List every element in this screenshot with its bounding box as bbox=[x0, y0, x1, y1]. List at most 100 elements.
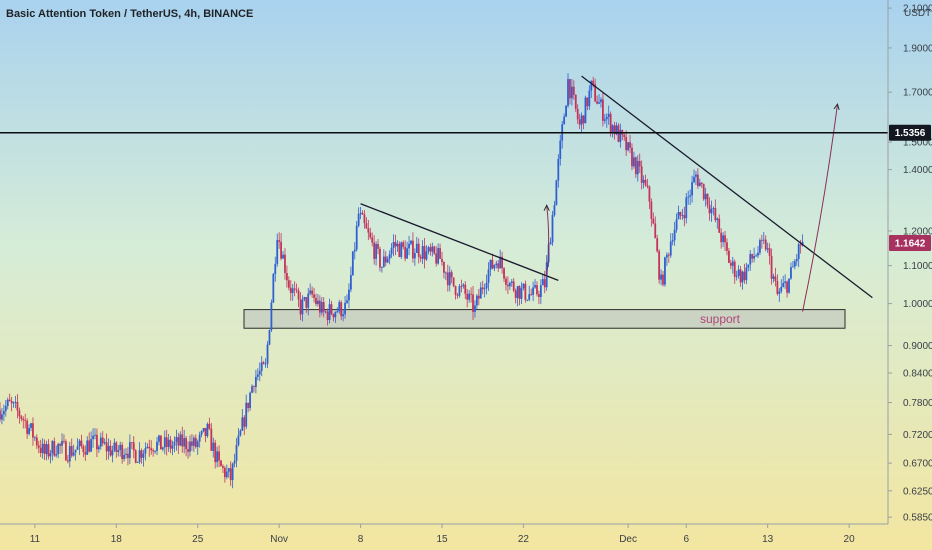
candle bbox=[96, 428, 98, 458]
candle bbox=[202, 428, 205, 433]
candle bbox=[603, 113, 606, 124]
support-zone[interactable] bbox=[243, 309, 846, 329]
candle bbox=[695, 171, 697, 186]
candle bbox=[404, 240, 407, 262]
candle bbox=[788, 278, 790, 294]
candle bbox=[169, 436, 172, 454]
candle bbox=[340, 300, 343, 321]
candle bbox=[284, 248, 286, 280]
last-price-tag[interactable]: 1.1642 bbox=[889, 235, 931, 252]
candle bbox=[49, 449, 52, 464]
candle bbox=[784, 274, 787, 289]
candle bbox=[22, 416, 25, 429]
candle bbox=[177, 432, 180, 454]
resistance-price-tag[interactable]: 1.5356 bbox=[889, 124, 931, 141]
candle bbox=[59, 442, 61, 454]
candle bbox=[328, 298, 331, 324]
candle bbox=[425, 245, 428, 261]
x-tick-label: 25 bbox=[192, 534, 204, 545]
x-tick-label: 22 bbox=[518, 534, 530, 545]
candle bbox=[644, 174, 647, 187]
candle bbox=[541, 274, 544, 286]
candle bbox=[538, 290, 540, 304]
y-tick-label: 0.7200 bbox=[903, 430, 932, 441]
candle bbox=[696, 168, 699, 189]
candle bbox=[443, 261, 445, 279]
candle bbox=[359, 206, 362, 220]
candle bbox=[1, 408, 3, 425]
candle bbox=[625, 130, 628, 157]
candle bbox=[289, 280, 292, 301]
candle bbox=[444, 271, 447, 281]
candle bbox=[780, 279, 783, 294]
y-tick-label: 0.6250 bbox=[903, 486, 932, 497]
candle bbox=[113, 438, 116, 453]
projection-arrow-2[interactable] bbox=[802, 102, 840, 312]
candle bbox=[185, 436, 188, 457]
candle bbox=[317, 293, 319, 307]
candle bbox=[88, 432, 91, 453]
candle bbox=[229, 461, 232, 486]
candle bbox=[198, 431, 201, 448]
candle bbox=[2, 404, 5, 422]
candle bbox=[37, 440, 40, 454]
candle bbox=[605, 113, 608, 128]
candle bbox=[264, 358, 267, 368]
candle bbox=[158, 434, 160, 446]
candle bbox=[97, 444, 100, 453]
candle bbox=[435, 246, 438, 267]
candle bbox=[642, 175, 645, 189]
candle bbox=[127, 447, 129, 466]
candle bbox=[4, 400, 7, 417]
candle bbox=[24, 413, 27, 429]
candle bbox=[369, 227, 372, 240]
candle bbox=[475, 294, 478, 310]
candle bbox=[528, 285, 531, 302]
candle bbox=[146, 443, 149, 449]
candle bbox=[65, 439, 67, 461]
candle bbox=[633, 151, 635, 169]
candle bbox=[446, 264, 449, 292]
candle bbox=[307, 288, 310, 316]
candle bbox=[726, 238, 728, 256]
candle bbox=[132, 436, 135, 459]
candle bbox=[683, 206, 686, 227]
chart-title: Basic Attention Token / TetherUS, 4h, BI… bbox=[6, 8, 254, 20]
candle bbox=[66, 454, 69, 464]
candle bbox=[103, 438, 106, 445]
candle bbox=[223, 465, 226, 483]
x-tick-label: 18 bbox=[111, 534, 123, 545]
candle bbox=[152, 448, 155, 457]
trendline-1[interactable] bbox=[360, 203, 559, 281]
candle bbox=[578, 113, 581, 130]
candle bbox=[557, 154, 560, 188]
candle bbox=[115, 441, 118, 458]
candle bbox=[503, 267, 505, 283]
x-tick-label: 11 bbox=[30, 534, 41, 545]
candle bbox=[353, 242, 356, 260]
y-tick-label: 0.7800 bbox=[903, 398, 932, 409]
candle bbox=[86, 436, 89, 455]
candle bbox=[245, 394, 248, 430]
candle bbox=[764, 235, 767, 252]
candle bbox=[584, 95, 587, 124]
candle bbox=[588, 85, 591, 110]
projection-arrow-1[interactable] bbox=[543, 204, 550, 277]
candle bbox=[664, 256, 666, 287]
candle bbox=[518, 285, 521, 306]
candle bbox=[722, 232, 724, 247]
y-tick-label: 0.6700 bbox=[903, 459, 932, 470]
y-tick-label: 1.7000 bbox=[903, 88, 932, 99]
candle bbox=[210, 423, 213, 451]
candle bbox=[128, 434, 131, 465]
candle bbox=[160, 435, 162, 450]
candle bbox=[76, 438, 79, 450]
candle bbox=[179, 431, 182, 447]
candle bbox=[776, 274, 779, 296]
candle bbox=[665, 252, 668, 266]
candle bbox=[598, 94, 600, 104]
trendline-2[interactable] bbox=[581, 75, 873, 299]
candle bbox=[247, 402, 250, 413]
candle bbox=[681, 208, 684, 220]
